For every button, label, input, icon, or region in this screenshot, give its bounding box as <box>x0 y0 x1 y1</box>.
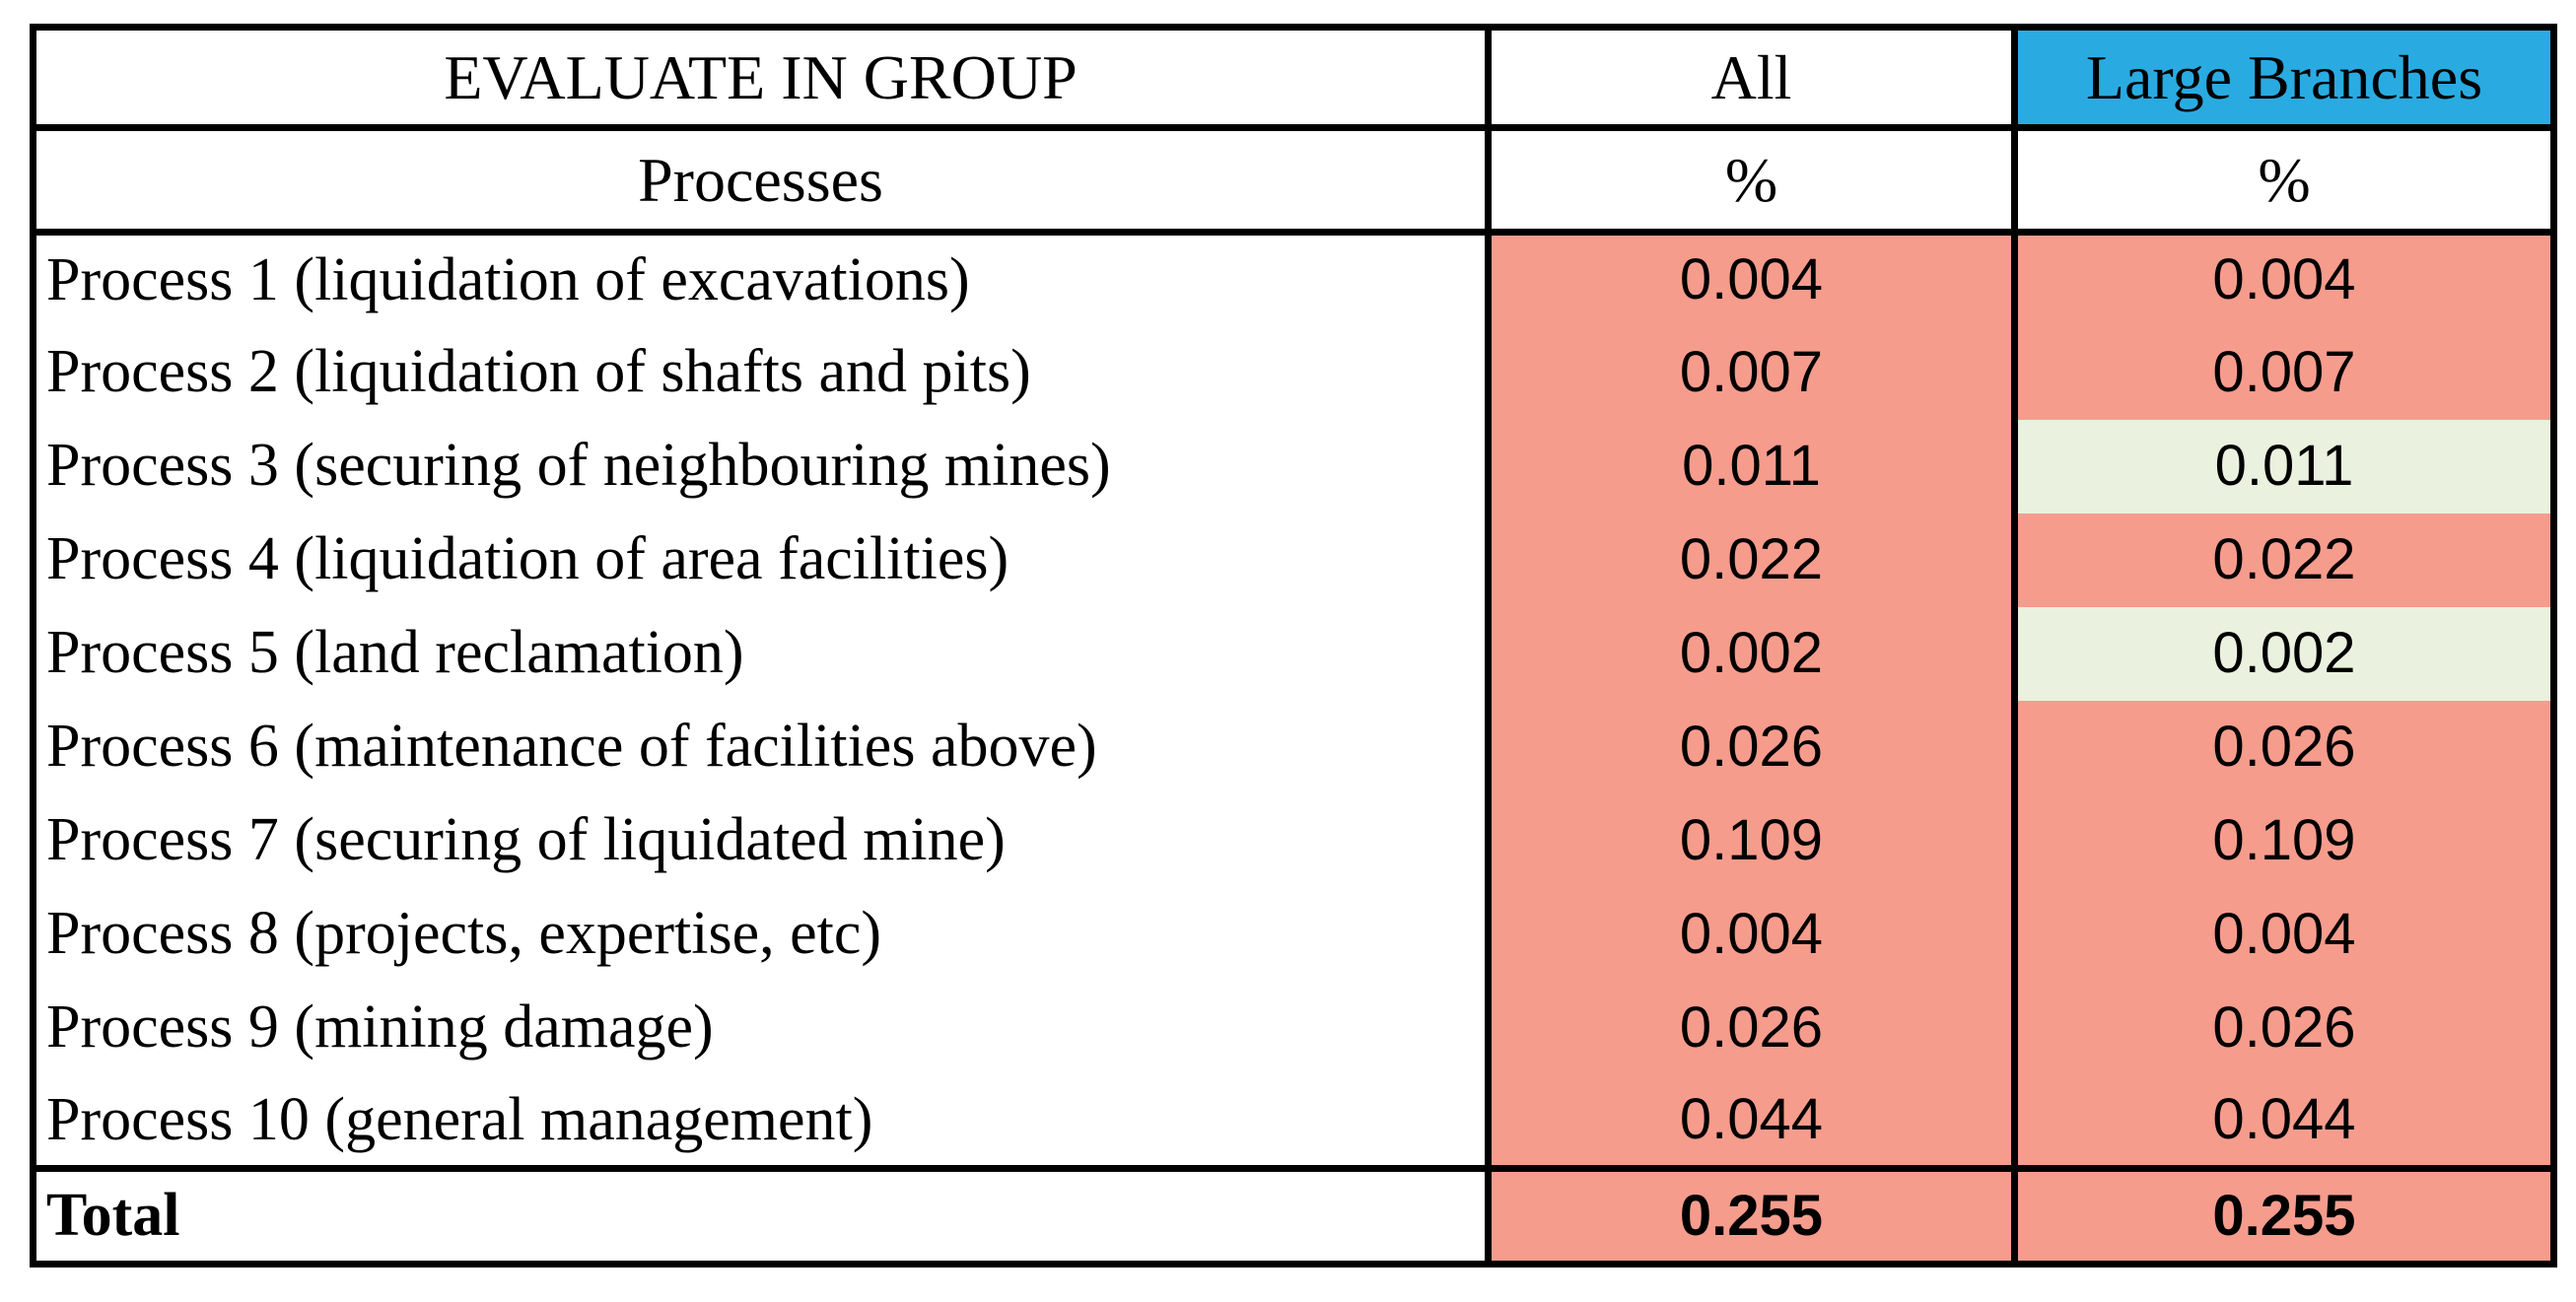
value-cell-large: 0.011 <box>2011 419 2554 514</box>
evaluation-table: EVALUATE IN GROUP All Large Branches Pro… <box>30 24 2557 1268</box>
table-row-process-7: Process 7 (securing of liquidated mine) … <box>34 793 2554 888</box>
column-header-all: All <box>1485 27 2015 131</box>
process-name-cell: Process 2 (liquidation of shafts and pit… <box>46 338 1031 406</box>
value-cell-all: 0.026 <box>1485 700 2015 794</box>
value-cell-large: 0.004 <box>2011 232 2554 326</box>
table-row-process-9: Process 9 (mining damage) 0.026 0.026 <box>34 981 2554 1075</box>
total-row: Total 0.255 0.255 <box>33 1165 2554 1265</box>
value-cell-large: 0.109 <box>2011 793 2554 888</box>
value-cell-all: 0.109 <box>1485 793 2015 888</box>
value-cell-all: 0.007 <box>1485 325 2015 420</box>
value-cell-large: 0.026 <box>2011 700 2554 794</box>
processes-header-cell: Processes <box>33 127 1489 236</box>
table-row-process-4: Process 4 (liquidation of area facilitie… <box>34 513 2554 607</box>
value-cell-all: 0.011 <box>1485 419 2015 514</box>
value-cell-large: 0.002 <box>2011 606 2554 701</box>
process-name-cell: Process 9 (mining damage) <box>46 994 714 1062</box>
process-name-cell: Process 8 (projects, expertise, etc) <box>46 900 882 968</box>
table-row-process-6: Process 6 (maintenance of facilities abo… <box>34 700 2554 794</box>
value-cell-all: 0.022 <box>1485 513 2015 607</box>
value-cell-all: 0.004 <box>1485 232 2015 326</box>
percent-header-all: % <box>1485 127 2015 236</box>
table-row-process-2: Process 2 (liquidation of shafts and pit… <box>34 325 2554 420</box>
header-row-group: EVALUATE IN GROUP All Large Branches <box>33 27 2554 131</box>
process-name-cell: Process 1 (liquidation of excavations) <box>46 246 970 314</box>
table-row-process-5: Process 5 (land reclamation) 0.002 0.002 <box>34 606 2554 701</box>
total-label-cell: Total <box>33 1165 1489 1265</box>
value-cell-large: 0.026 <box>2011 981 2554 1075</box>
table-row-process-1: Process 1 (liquidation of excavations) 0… <box>34 232 2554 326</box>
process-name-cell: Process 3 (securing of neighbouring mine… <box>46 432 1111 500</box>
total-value-large: 0.255 <box>2011 1165 2554 1265</box>
value-cell-large: 0.004 <box>2011 887 2554 982</box>
table-row-process-8: Process 8 (projects, expertise, etc) 0.0… <box>34 887 2554 982</box>
value-cell-all: 0.004 <box>1485 887 2015 982</box>
column-header-large-branches: Large Branches <box>2011 27 2554 131</box>
value-cell-large: 0.007 <box>2011 325 2554 420</box>
process-name-cell: Process 10 (general management) <box>46 1085 873 1153</box>
percent-header-large: % <box>2011 127 2554 236</box>
process-name-cell: Process 5 (land reclamation) <box>46 619 744 687</box>
process-name-cell: Process 7 (securing of liquidated mine) <box>46 806 1006 874</box>
header-row-units: Processes % % <box>33 127 2554 236</box>
value-cell-large: 0.022 <box>2011 513 2554 607</box>
process-name-cell: Process 4 (liquidation of area facilitie… <box>46 525 1010 593</box>
value-cell-large: 0.044 <box>2011 1074 2554 1169</box>
process-name-cell: Process 6 (maintenance of facilities abo… <box>46 713 1097 781</box>
total-value-all: 0.255 <box>1485 1165 2015 1265</box>
table-row-process-10: Process 10 (general management) 0.044 0.… <box>34 1074 2554 1169</box>
table-row-process-3: Process 3 (securing of neighbouring mine… <box>34 419 2554 514</box>
group-header-cell: EVALUATE IN GROUP <box>33 27 1489 131</box>
value-cell-all: 0.044 <box>1485 1074 2015 1169</box>
value-cell-all: 0.026 <box>1485 981 2015 1075</box>
value-cell-all: 0.002 <box>1485 606 2015 701</box>
